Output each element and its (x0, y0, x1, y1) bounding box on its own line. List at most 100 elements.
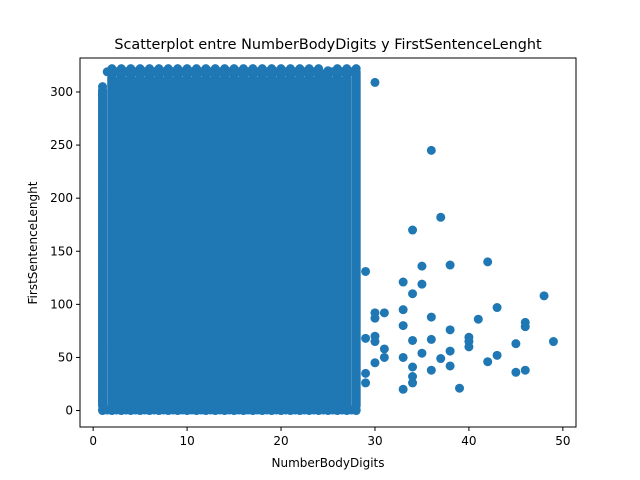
x-tick: 40 (461, 427, 477, 448)
data-point (417, 261, 427, 271)
data-point (98, 331, 108, 341)
data-point (445, 260, 455, 270)
data-point (398, 384, 408, 394)
data-point (361, 368, 371, 378)
data-point (98, 127, 108, 137)
y-tick-label: 250 (50, 138, 73, 152)
data-point (98, 293, 108, 303)
data-point (455, 383, 465, 393)
data-point (379, 344, 389, 354)
data-point (398, 321, 408, 331)
data-point (426, 312, 436, 322)
data-point (98, 217, 108, 227)
data-point (98, 344, 108, 354)
data-point (408, 335, 418, 345)
data-point (511, 367, 521, 377)
data-point (379, 352, 389, 362)
data-point (548, 337, 558, 347)
data-point (351, 67, 361, 77)
data-point (370, 337, 380, 347)
x-axis-ticks: 0 10 20 30 40 50 (89, 427, 570, 448)
data-point (379, 308, 389, 318)
data-point (98, 242, 108, 252)
x-tick: 0 (89, 427, 97, 448)
y-tick: 250 (50, 138, 80, 152)
y-tick-label: 150 (50, 244, 73, 258)
data-point (98, 166, 108, 176)
y-tick: 300 (50, 85, 80, 99)
data-point (483, 257, 493, 267)
x-tick-label: 30 (367, 434, 382, 448)
data-point (520, 365, 530, 375)
data-point (445, 361, 455, 371)
x-tick-label: 0 (89, 434, 97, 448)
data-point (539, 291, 549, 301)
data-point (408, 378, 418, 388)
data-point (417, 348, 427, 358)
y-tick: 200 (50, 191, 80, 205)
data-point (361, 378, 371, 388)
data-point (398, 305, 408, 315)
data-point (445, 346, 455, 356)
data-point (98, 255, 108, 265)
data-point (98, 115, 108, 125)
data-point (408, 372, 418, 382)
data-point (98, 357, 108, 367)
y-tick-label: 50 (58, 350, 73, 364)
data-point (98, 229, 108, 239)
dense-region (107, 77, 352, 408)
x-tick: 30 (367, 427, 383, 448)
y-axis-label: FirstSentenceLenght (26, 181, 40, 304)
data-point (483, 357, 493, 367)
data-point (98, 268, 108, 277)
data-point (492, 350, 502, 360)
dense-column (351, 68, 361, 411)
data-point (98, 280, 108, 290)
data-point (436, 354, 446, 364)
data-point (511, 339, 521, 349)
x-tick-label: 40 (461, 434, 476, 448)
y-tick: 100 (50, 297, 80, 311)
data-point (98, 102, 108, 112)
x-axis-label: NumberBodyDigits (272, 456, 385, 470)
data-point (426, 334, 436, 344)
data-point (492, 303, 502, 313)
data-point (520, 322, 530, 332)
y-tick: 0 (65, 404, 80, 418)
x-tick-label: 50 (555, 434, 570, 448)
data-point (98, 369, 108, 379)
x-tick: 50 (555, 427, 570, 448)
axes-frame (79, 57, 577, 428)
y-tick-label: 300 (50, 85, 73, 99)
data-point (98, 153, 108, 163)
data-point (98, 204, 108, 214)
data-point (408, 225, 418, 235)
data-point (98, 89, 108, 99)
y-tick: 50 (58, 350, 80, 364)
data-point (473, 314, 483, 324)
data-point (426, 145, 436, 155)
data-point (98, 306, 108, 316)
x-tick: 10 (179, 427, 195, 448)
chart-title: Scatterplot entre NumberBodyDigits y Fir… (114, 37, 542, 53)
points-layer (98, 64, 558, 416)
data-point (98, 318, 108, 328)
y-tick-label: 200 (50, 191, 73, 205)
data-point (464, 342, 474, 352)
data-point (370, 313, 380, 323)
data-point (370, 77, 380, 87)
data-point (98, 140, 108, 150)
data-point (398, 277, 408, 287)
x-tick: 20 (273, 427, 289, 448)
data-point (417, 279, 427, 289)
data-point (398, 352, 408, 362)
y-tick: 150 (50, 244, 80, 258)
data-point (370, 358, 380, 368)
data-point (98, 382, 108, 392)
data-point (351, 405, 361, 415)
data-point (361, 333, 371, 343)
y-tick-label: 0 (65, 404, 73, 418)
x-tick-label: 20 (273, 434, 288, 448)
data-point (98, 191, 108, 201)
